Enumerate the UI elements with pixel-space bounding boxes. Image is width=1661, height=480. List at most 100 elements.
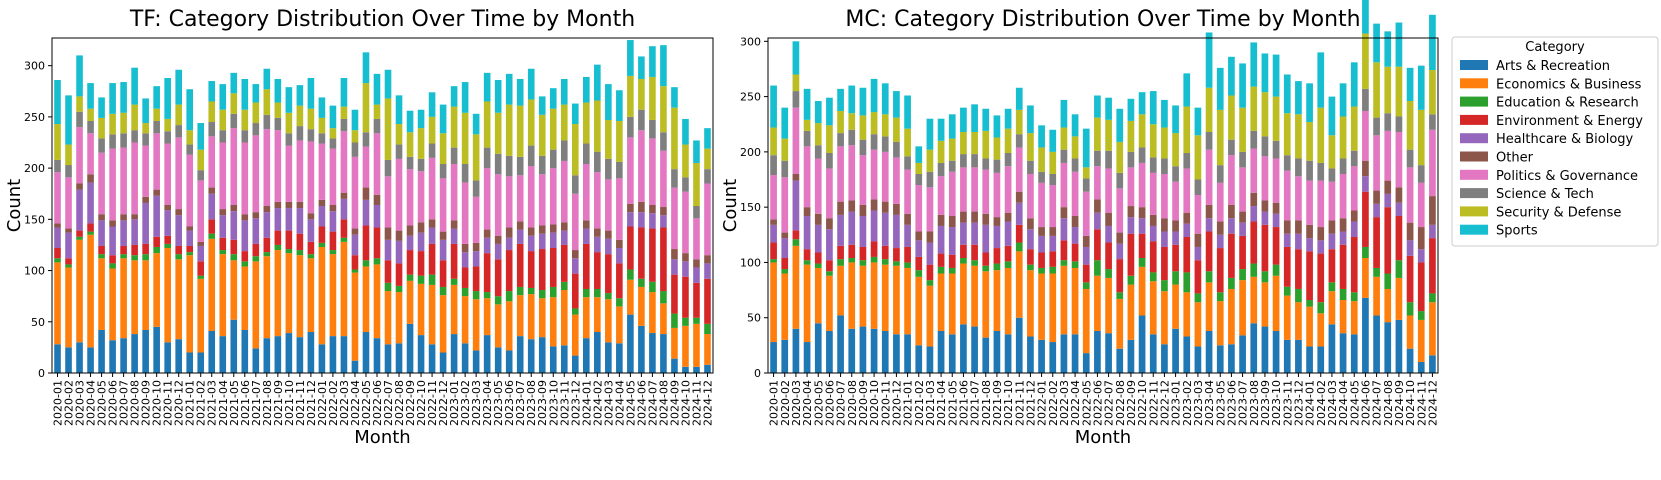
bar-segment: [792, 41, 800, 75]
bar-segment: [915, 256, 923, 271]
bar-segment: [826, 152, 833, 169]
bar-segment: [1105, 212, 1112, 226]
bar-segment: [230, 113, 238, 129]
bar-segment: [826, 330, 833, 373]
bar-segment: [915, 276, 923, 346]
bar-segment: [483, 253, 491, 293]
y-tick-label: 150: [24, 213, 45, 226]
bar-segment: [971, 154, 978, 168]
x-tick-label: 2024-02: [1315, 380, 1328, 426]
bar-segment: [395, 263, 403, 286]
y-tick-label: 250: [740, 91, 761, 104]
x-tick-label: 2022-02: [327, 380, 340, 426]
bar-segment: [948, 114, 956, 139]
bar-segment: [960, 131, 967, 155]
bar-segment: [814, 267, 822, 324]
bar-segment: [109, 340, 116, 373]
bar-segment: [693, 162, 700, 207]
bar-segment: [142, 196, 149, 203]
bar-segment: [881, 259, 889, 265]
bar-segment: [1027, 173, 1034, 219]
bar-segment: [285, 201, 293, 209]
bar-segment: [1094, 166, 1101, 200]
bar-segment: [870, 256, 878, 263]
bar-segment: [1228, 344, 1235, 373]
bar-segment: [1183, 106, 1191, 153]
bar-segment: [274, 102, 282, 118]
bar-segment: [241, 109, 249, 131]
bar-segment: [1373, 135, 1380, 191]
x-axis-label: Month: [1075, 427, 1131, 448]
bar-segment: [549, 149, 557, 169]
y-tick-label: 200: [24, 162, 45, 175]
bar-segment: [439, 104, 447, 134]
bar-segment: [1362, 258, 1369, 298]
bar-segment: [1272, 213, 1280, 228]
bar-segment: [230, 128, 238, 205]
bar-segment: [1194, 107, 1202, 136]
legend-swatch: [1460, 169, 1488, 180]
bar-segment: [1015, 251, 1023, 318]
bar-segment: [893, 214, 900, 249]
bar-segment: [1004, 128, 1012, 153]
bar-segment: [893, 265, 900, 335]
bar-segment: [1406, 255, 1414, 303]
x-tick-label: 2023-04: [481, 380, 494, 426]
bar-segment: [1049, 342, 1057, 373]
bar-segment: [164, 143, 171, 205]
bar-segment: [76, 236, 83, 240]
bar-segment: [1350, 210, 1358, 222]
bar-segment: [54, 80, 61, 125]
bar-segment: [571, 355, 579, 373]
legend-swatch: [1460, 133, 1488, 144]
bar-segment: [594, 332, 601, 373]
x-tick-label: 2024-01: [1304, 380, 1317, 426]
bar-segment: [384, 98, 392, 160]
x-tick-label: 2020-04: [801, 380, 814, 426]
bar-segment: [175, 125, 182, 138]
bar-segment: [770, 259, 777, 263]
bar-segment: [937, 214, 945, 226]
bar-segment: [54, 223, 61, 228]
bar-segment: [483, 229, 491, 238]
bar-segment: [1250, 206, 1258, 222]
bar-segment: [1071, 243, 1079, 262]
legend-swatch: [1460, 78, 1488, 89]
bar-segment: [993, 330, 1001, 373]
bar-segment: [109, 255, 116, 264]
bar-segment: [1094, 275, 1101, 331]
bar-segment: [1183, 168, 1191, 213]
bar-segment: [960, 107, 967, 132]
bar-segment: [1015, 202, 1023, 225]
bar-segment: [1004, 166, 1012, 213]
x-tick-label: 2022-08: [393, 380, 406, 426]
legend-swatch: [1460, 224, 1488, 235]
legend-swatch: [1460, 60, 1488, 70]
bar-segment: [1216, 221, 1224, 235]
bar-segment: [1216, 248, 1224, 293]
bar-segment: [406, 235, 414, 251]
bar-segment: [848, 129, 856, 146]
bar-segment: [1082, 167, 1090, 179]
bar-segment: [1272, 330, 1280, 373]
bar-segment: [395, 144, 403, 159]
bar-segment: [1004, 245, 1012, 262]
bar-segment: [1272, 54, 1280, 97]
bar-segment: [175, 137, 182, 210]
x-tick-label: 2022-05: [360, 380, 373, 426]
x-tick-label: 2023-10: [1270, 380, 1283, 426]
bar-segment: [971, 244, 978, 261]
x-tick-label: 2022-10: [415, 380, 428, 426]
bar-segment: [494, 235, 502, 244]
bar-segment: [384, 227, 392, 240]
bar-segment: [285, 253, 293, 334]
bar-segment: [549, 224, 557, 233]
bar-segment: [1261, 136, 1269, 157]
bar-segment: [1283, 233, 1291, 247]
bar-segment: [340, 118, 348, 132]
bar-segment: [1261, 271, 1269, 283]
bar-segment: [982, 213, 990, 225]
bar-segment: [1283, 170, 1291, 221]
bar-segment: [384, 260, 392, 283]
x-tick-label: 2022-01: [316, 380, 329, 426]
